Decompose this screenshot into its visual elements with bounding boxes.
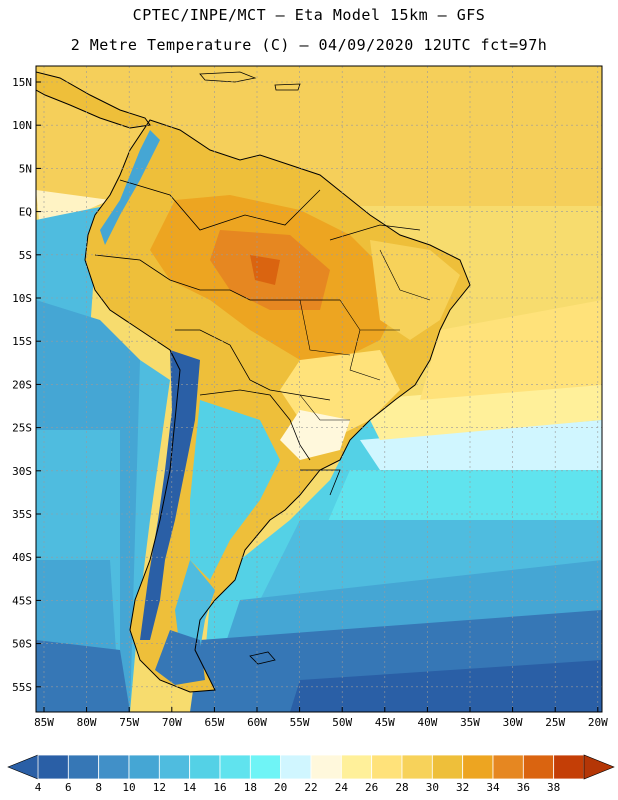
latitude-label: 45S <box>12 594 32 607</box>
colorbar-label: 22 <box>304 781 317 794</box>
longitude-label: 55W <box>290 716 310 729</box>
colorbar-label: 4 <box>35 781 42 794</box>
colorbar-swatch <box>522 754 555 780</box>
map-frame <box>35 65 603 713</box>
latitude-label: 5S <box>19 249 32 262</box>
latitude-label: 25S <box>12 422 32 435</box>
colorbar-low-arrow <box>7 754 39 780</box>
colorbar: 4 6 8 10 12 14 16 18 20 22 24 26 28 30 32 34 36 38 <box>7 754 615 794</box>
latitude-label: 55S <box>12 681 32 694</box>
colorbar-swatch <box>158 754 191 780</box>
colorbar-label: 26 <box>365 781 378 794</box>
longitude-label: 50W <box>332 716 352 729</box>
colorbar-label: 6 <box>65 781 72 794</box>
colorbar-swatch <box>371 754 403 780</box>
longitude-label: 60W <box>247 716 267 729</box>
colorbar-label: 20 <box>274 781 287 794</box>
latitude-label: 10N <box>12 119 32 132</box>
latitude-label: 50S <box>12 638 32 651</box>
colorbar-swatch <box>280 754 312 780</box>
longitude-label: 30W <box>503 716 523 729</box>
colorbar-swatch <box>431 754 464 780</box>
colorbar-swatch <box>249 754 282 780</box>
colorbar-label: 18 <box>244 781 257 794</box>
longitude-label: 45W <box>375 716 395 729</box>
colorbar-label: 14 <box>183 781 197 794</box>
latitude-label: 15S <box>12 335 32 348</box>
latitude-label: 30S <box>12 465 32 478</box>
colorbar-swatch <box>37 754 69 780</box>
colorbar-label: 24 <box>335 781 349 794</box>
latitude-label: 10S <box>12 292 32 305</box>
colorbar-swatch <box>401 754 433 780</box>
colorbar-label: 38 <box>547 781 560 794</box>
longitude-label: 20W <box>588 716 608 729</box>
colorbar-swatch <box>340 754 373 780</box>
colorbar-swatch <box>189 754 221 780</box>
map-subtitle: 2 Metre Temperature (C) – 04/09/2020 12U… <box>70 36 548 54</box>
longitude-label: 85W <box>34 716 54 729</box>
colorbar-label: 36 <box>517 781 530 794</box>
colorbar-swatch <box>310 754 342 780</box>
colorbar-label: 32 <box>456 781 469 794</box>
latitude-label: 40S <box>12 551 32 564</box>
longitude-label: 25W <box>545 716 565 729</box>
colorbar-label: 34 <box>486 781 500 794</box>
colorbar-label: 12 <box>153 781 166 794</box>
colorbar-label: 28 <box>395 781 408 794</box>
colorbar-swatch <box>67 754 100 780</box>
colorbar-swatch <box>219 754 251 780</box>
longitude-label: 40W <box>417 716 437 729</box>
latitude-axis: 15N 10N 5N EQ 5S 10S 15S 20S 25S 30S 35S 40S 45S 50S 5… <box>12 76 41 694</box>
map-title: CPTEC/INPE/MCT – Eta Model 15km – GFS <box>132 6 486 24</box>
colorbar-swatch <box>492 754 524 780</box>
longitude-axis: 85W 80W 75W 70W 65W 60W 55W 50W 45W 40W 35W 30W 25W 2… <box>34 707 608 729</box>
colorbar-label: 10 <box>122 781 135 794</box>
latitude-label: 20S <box>12 378 32 391</box>
colorbar-swatch <box>462 754 494 780</box>
longitude-label: 80W <box>77 716 97 729</box>
colorbar-swatch <box>128 754 160 780</box>
map-gridlines <box>36 66 602 712</box>
colorbar-label: 30 <box>426 781 439 794</box>
colorbar-label: 8 <box>95 781 102 794</box>
latitude-label: 35S <box>12 508 32 521</box>
colorbar-swatch <box>98 754 130 780</box>
colorbar-label: 16 <box>213 781 226 794</box>
longitude-label: 35W <box>460 716 480 729</box>
latitude-label: 5N <box>19 162 32 175</box>
longitude-label: 75W <box>119 716 139 729</box>
colorbar-high-arrow <box>583 754 615 780</box>
latitude-label: 15N <box>12 76 32 89</box>
longitude-label: 65W <box>204 716 224 729</box>
map-field <box>36 66 602 712</box>
latitude-label: EQ <box>19 206 32 219</box>
longitude-label: 70W <box>162 716 182 729</box>
colorbar-swatch <box>553 754 585 780</box>
